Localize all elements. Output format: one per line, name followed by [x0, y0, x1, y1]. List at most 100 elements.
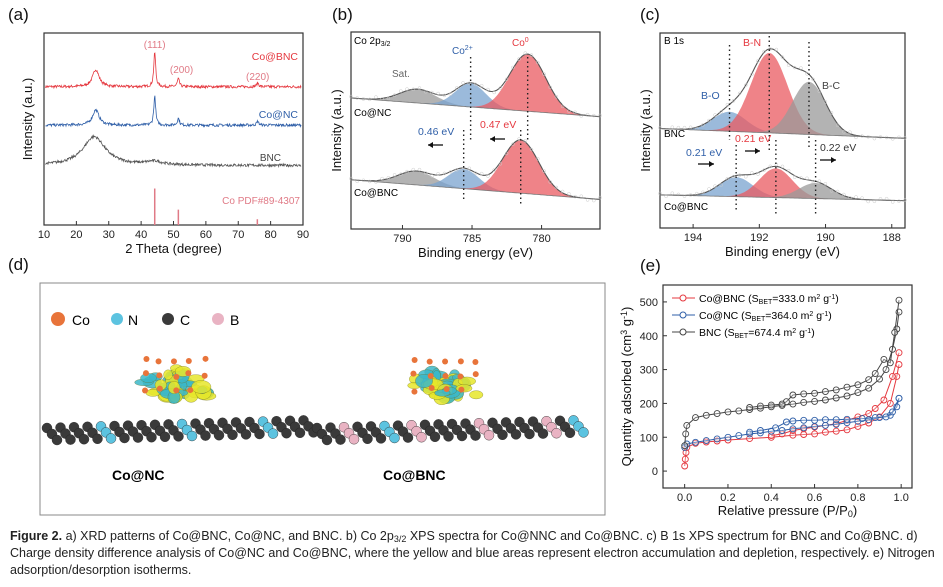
x-tick-label: 0.4: [764, 492, 779, 504]
substrate-atom: [443, 431, 454, 442]
arrow-head-icon: [755, 148, 760, 154]
text-part: 2: [809, 311, 813, 318]
figure-caption: Figure 2. a) XRD patterns of Co@BNC, Co@…: [10, 528, 935, 579]
co-atom: [156, 385, 163, 392]
raw-data-point: [774, 47, 779, 52]
data-point-co-nc: [882, 413, 890, 421]
data-point-bnc: [811, 397, 819, 405]
data-point-bnc: [756, 402, 764, 410]
raw-data-point: [811, 179, 815, 184]
raw-data-point: [786, 63, 791, 67]
fit-peak-bo: [660, 111, 905, 139]
co-atom: [411, 388, 418, 395]
text-part: ): [835, 293, 839, 305]
legend-label-co-bnc: Co@BNC (SBET=333.0 m2 g-1): [699, 293, 839, 306]
xrd-trace-co-bnc: [45, 52, 302, 90]
raw-data-point: [762, 49, 766, 54]
data-point-co-nc: [821, 421, 829, 429]
raw-data-point: [592, 198, 596, 203]
co-atom: [173, 387, 180, 394]
fit-peak-bn: [660, 168, 905, 201]
spectrum-title: B 1s: [664, 36, 684, 47]
x-tick-label: 90: [297, 229, 309, 241]
raw-data-point: [897, 199, 901, 203]
raw-data-point: [542, 72, 546, 76]
raw-data-point: [725, 176, 730, 181]
x-tick-label: 194: [684, 232, 702, 244]
raw-data-point: [529, 147, 534, 152]
raw-data-point: [411, 167, 416, 172]
accumulation-isosurface: [191, 380, 212, 394]
text-part: Co: [512, 38, 525, 49]
raw-data-point: [430, 174, 434, 178]
legend-co: Co: [72, 312, 90, 328]
arrow-head-icon: [490, 136, 495, 142]
substrate-atom: [416, 432, 427, 443]
isotherm-ads-bnc: [684, 312, 900, 446]
data-point-co-nc: [702, 437, 710, 445]
isotherm-des-co-bnc: [771, 352, 900, 437]
text-part: -1: [822, 311, 828, 318]
text-part: BET: [759, 299, 773, 306]
fit-peak-bc: [660, 81, 905, 139]
co-atom: [155, 358, 162, 365]
x-tick-label: 0.0: [677, 492, 692, 504]
text-part: 2: [816, 294, 820, 301]
raw-data-point: [455, 86, 459, 90]
raw-data-point: [707, 118, 711, 123]
raw-data-point: [405, 169, 409, 174]
text-part: BET: [735, 333, 749, 340]
substrate-atom: [132, 432, 144, 443]
peak-label-co0: Co0: [512, 37, 529, 49]
arrow-head-icon: [709, 161, 714, 167]
text-part: BET: [752, 316, 766, 323]
substrate-atom: [281, 428, 292, 439]
co-atom: [143, 355, 150, 362]
arrow-head-icon: [831, 157, 836, 163]
legend-co-atom-icon: [51, 312, 65, 326]
data-point-bnc: [724, 408, 732, 416]
substrate-atom: [173, 431, 184, 442]
substrate-atom: [564, 427, 576, 438]
raw-data-point: [542, 169, 546, 173]
raw-data-point: [467, 166, 472, 171]
x-tick-label: 20: [70, 229, 82, 241]
co-atom: [410, 370, 417, 377]
raw-data-point: [897, 135, 901, 140]
isotherm-des-co-nc: [749, 398, 900, 433]
spectrum-label-co-bnc: Co@BNC: [354, 188, 398, 199]
raw-data-point: [792, 175, 797, 179]
raw-data-point: [848, 130, 852, 134]
data-point-bnc: [854, 381, 862, 389]
co-atom: [202, 355, 209, 362]
substrate-atom: [92, 433, 103, 444]
spectrum-title: Co 2p3/2: [354, 36, 391, 48]
co-atom: [142, 387, 149, 394]
raw-data-point: [811, 77, 815, 82]
substrate-atom: [470, 430, 481, 441]
peak-annotation: (111): [144, 40, 166, 51]
data-point-co-nc: [858, 415, 866, 423]
text-part: 0: [848, 509, 853, 519]
substrate-atom: [240, 429, 252, 440]
substrate-atom: [159, 431, 171, 442]
raw-data-point: [835, 189, 840, 194]
raw-data-point: [573, 194, 577, 199]
data-point-co-nc: [724, 433, 732, 441]
raw-data-point: [374, 95, 378, 99]
co-atom: [170, 358, 177, 365]
fit-envelope: [350, 53, 601, 118]
raw-data-point: [719, 183, 723, 187]
substrate-atom: [335, 434, 346, 445]
raw-data-point: [823, 100, 828, 104]
data-point-bnc: [800, 398, 808, 406]
raw-data-point: [517, 57, 521, 61]
structure-label-co-nc: Co@NC: [112, 467, 165, 483]
co-atom: [411, 356, 418, 363]
data-point-bnc: [702, 411, 710, 419]
raw-data-point: [792, 65, 797, 70]
substrate-atom: [254, 428, 265, 440]
raw-data-point: [411, 87, 416, 92]
co-atom: [142, 370, 149, 377]
